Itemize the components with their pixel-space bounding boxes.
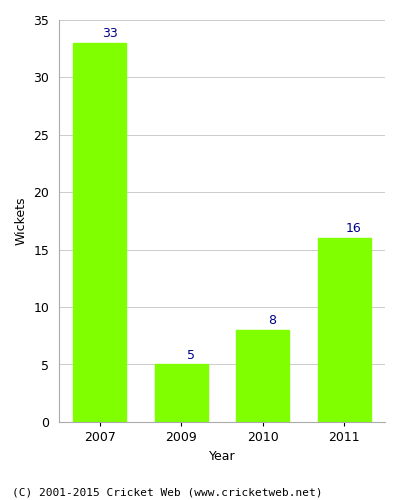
Text: (C) 2001-2015 Cricket Web (www.cricketweb.net): (C) 2001-2015 Cricket Web (www.cricketwe… — [12, 488, 322, 498]
Text: 8: 8 — [268, 314, 276, 327]
Text: 5: 5 — [187, 348, 195, 362]
Bar — [236, 330, 289, 422]
Text: 16: 16 — [346, 222, 362, 235]
Y-axis label: Wickets: Wickets — [15, 196, 28, 245]
Bar — [318, 238, 371, 422]
X-axis label: Year: Year — [209, 450, 235, 462]
Bar — [74, 43, 126, 422]
Bar — [155, 364, 208, 422]
Text: 33: 33 — [102, 27, 118, 40]
